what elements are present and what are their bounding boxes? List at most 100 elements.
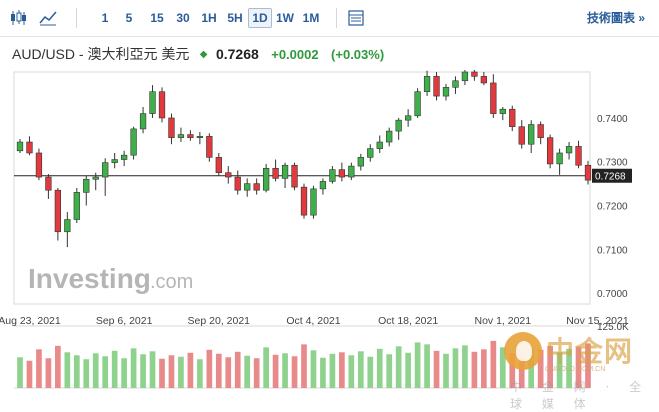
volume-bar [178, 356, 184, 388]
price-chart[interactable]: 0.7000 0.7100 0.7200 0.7300 0.7400 Aug 23, 20… [0, 70, 659, 405]
interval-1m-button[interactable]: 1M [302, 11, 320, 25]
x-tick-label: Oct 4, 2021 [286, 315, 340, 327]
volume-bar [566, 348, 572, 388]
candle-body [64, 219, 71, 233]
y-tick-label: 0.7300 [597, 158, 628, 169]
candle-body [584, 164, 592, 181]
candle-body [253, 183, 260, 191]
volume-bar [130, 348, 137, 388]
volume-bar [405, 352, 411, 388]
volume-bar [234, 351, 241, 388]
volume-bar [111, 350, 118, 388]
candle-body [395, 119, 402, 132]
interval-1d-button[interactable]: 1D [248, 8, 272, 28]
candle-body [177, 134, 185, 138]
candle-body [480, 76, 488, 84]
volume-bar [291, 356, 298, 388]
cngold-logo-mark [516, 341, 532, 361]
volume-bar [215, 353, 222, 388]
candle-body [83, 178, 90, 193]
candle-body [518, 126, 525, 145]
candle-body [433, 76, 440, 97]
watermark-slogan: 中 金 网 · 全 球 媒 体 [510, 380, 650, 411]
volume-bar [537, 349, 544, 388]
candle-body [158, 91, 166, 119]
interval-1h-button[interactable]: 1H [201, 11, 217, 25]
candle-body [546, 137, 554, 165]
candlestick-icon[interactable] [8, 8, 28, 28]
volume-bar [73, 355, 80, 388]
current-price-label: 0.7268 [595, 172, 626, 183]
candle-body [565, 146, 573, 154]
candle-body [102, 162, 109, 178]
last-price: 0.7268 [215, 46, 259, 62]
table-icon[interactable] [346, 8, 366, 28]
up-arrow-icon: ◆ [199, 49, 208, 60]
x-tick-label: Oct 18, 2021 [378, 315, 438, 327]
candle-body [329, 169, 336, 182]
volume-bar [320, 357, 326, 388]
quote-header: AUD/USD - 澳大利亞元 美元 ◆ 0.7268 +0.0002 (+0.… [12, 44, 384, 66]
volume-bar [140, 354, 146, 388]
volume-bar [102, 356, 109, 388]
y-tick-label: 0.7000 [597, 289, 628, 300]
candle-body [234, 176, 241, 191]
x-tick-label: Nov 1, 2021 [474, 315, 531, 327]
volume-bar [357, 351, 364, 388]
volume-bar [17, 357, 23, 388]
volume-bar [64, 352, 71, 388]
volume-bar [386, 354, 393, 388]
interval-1-button[interactable]: 1 [101, 11, 109, 25]
volume-bar [253, 358, 260, 388]
candle-body [73, 192, 80, 220]
volume-bar [45, 358, 52, 388]
x-tick-label: Sep 6, 2021 [96, 315, 153, 327]
volume-bar [509, 353, 516, 388]
candle-body [528, 124, 535, 145]
interval-15-button[interactable]: 15 [150, 11, 164, 25]
volume-bar [490, 340, 497, 388]
volume-bar [121, 358, 127, 388]
candle-body [206, 136, 213, 158]
candle-body [414, 91, 421, 117]
volume-bar [414, 342, 421, 388]
volume-bar [301, 344, 307, 388]
interval-5-button[interactable]: 5 [125, 11, 133, 25]
candle-body [215, 157, 222, 173]
volume-bar [452, 348, 459, 388]
candle-body [490, 82, 497, 114]
area-chart-icon[interactable] [38, 8, 58, 28]
volume-bar [206, 349, 213, 388]
candle-body [376, 141, 383, 149]
volume-bar [244, 355, 251, 388]
candle-body [575, 146, 582, 166]
candle-body [291, 164, 298, 188]
interval-1w-button[interactable]: 1W [276, 11, 294, 25]
candle-body [338, 169, 346, 178]
candle-body [196, 136, 204, 138]
candle-body [367, 148, 374, 158]
candle-body [319, 181, 327, 190]
interval-5h-button[interactable]: 5H [227, 11, 243, 25]
toolbar-divider [336, 8, 337, 28]
volume-bar [36, 349, 42, 388]
volume-bar [187, 352, 194, 388]
candle-body [556, 152, 563, 165]
x-tick-label: Aug 23, 2021 [0, 315, 61, 327]
candle-body [499, 108, 506, 114]
candle-body [386, 130, 393, 143]
candle-body [281, 164, 289, 179]
volume-bar [348, 355, 355, 388]
price-change: +0.0002 [271, 47, 319, 62]
volume-bar [556, 352, 563, 388]
technical-chart-link[interactable]: 技術圖表 » [586, 11, 645, 25]
interval-30-button[interactable]: 30 [176, 11, 190, 25]
y-tick-label: 0.7100 [597, 245, 628, 256]
volume-axis-label: 125.0K [597, 322, 629, 333]
price-change-pct: (+0.03%) [331, 47, 385, 62]
volume-bar [159, 358, 165, 388]
candle-body [244, 183, 251, 191]
candle-body [35, 152, 43, 178]
volume-bar [367, 356, 374, 388]
candle-body [16, 141, 24, 152]
